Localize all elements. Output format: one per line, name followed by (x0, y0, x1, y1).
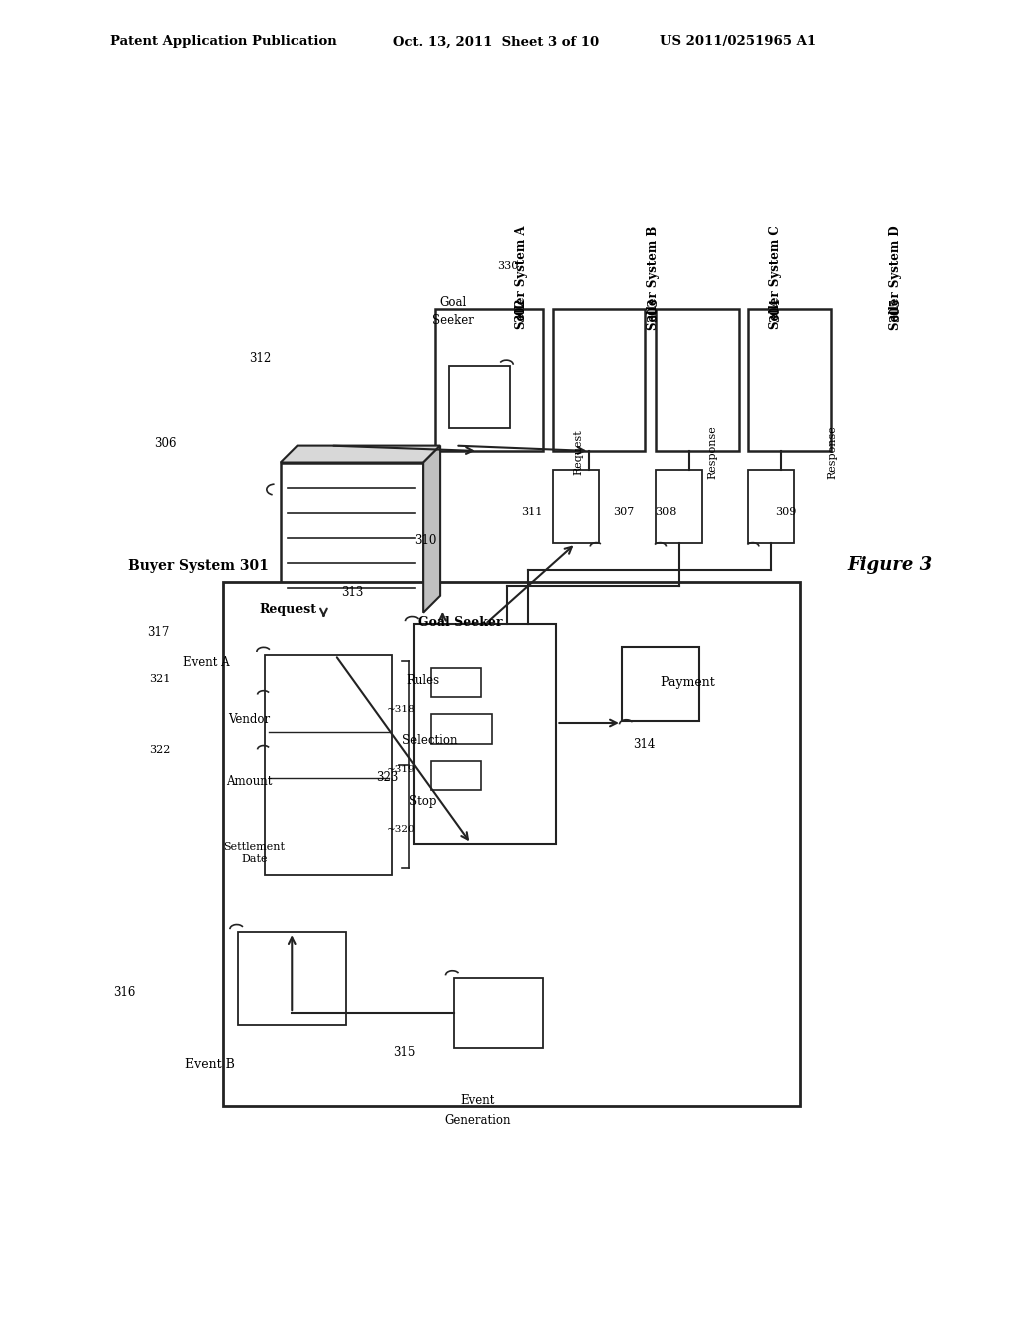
Text: Rules: Rules (406, 675, 439, 688)
Text: Amount: Amount (226, 775, 272, 788)
Polygon shape (423, 446, 440, 612)
Text: ~319: ~319 (387, 766, 416, 775)
Text: 317: 317 (147, 627, 170, 639)
Text: Settlement
Date: Settlement Date (223, 842, 286, 863)
Bar (622, 647, 698, 721)
Text: 311: 311 (521, 507, 543, 517)
Text: 308: 308 (655, 507, 677, 517)
Text: 304: 304 (769, 297, 782, 322)
Bar (285, 459, 427, 609)
Bar (239, 932, 346, 1024)
Text: 314: 314 (633, 738, 655, 751)
Bar (281, 462, 423, 612)
Text: Response: Response (707, 425, 717, 479)
Text: 313: 313 (341, 586, 362, 599)
Text: Generation: Generation (444, 1114, 511, 1126)
Text: 330: 330 (497, 261, 518, 271)
Text: Response: Response (827, 425, 837, 479)
Text: 321: 321 (148, 675, 170, 684)
Bar (553, 470, 599, 544)
Text: Patent Application Publication: Patent Application Publication (110, 36, 337, 49)
Text: US 2011/0251965 A1: US 2011/0251965 A1 (660, 36, 816, 49)
Text: Selection: Selection (402, 734, 458, 747)
Bar (435, 309, 543, 451)
Bar (454, 978, 543, 1048)
Bar (431, 668, 481, 697)
Text: 303: 303 (647, 297, 660, 322)
Text: Seeker: Seeker (432, 314, 474, 326)
Text: Goal Seeker: Goal Seeker (418, 616, 503, 630)
Bar (292, 451, 435, 601)
Text: Seller System D: Seller System D (890, 226, 902, 330)
Bar (655, 470, 701, 544)
Text: 309: 309 (775, 507, 797, 517)
Text: Seller System C: Seller System C (769, 226, 782, 330)
Bar (431, 714, 493, 743)
Text: 307: 307 (613, 507, 634, 517)
Polygon shape (281, 446, 440, 462)
Text: Payment: Payment (660, 676, 716, 689)
Text: Request: Request (573, 429, 583, 475)
Bar (223, 582, 801, 1106)
Text: Event A: Event A (183, 656, 229, 669)
Text: 316: 316 (113, 986, 135, 999)
Text: Vendor: Vendor (228, 713, 270, 726)
Bar (449, 367, 510, 428)
Text: 315: 315 (392, 1047, 415, 1060)
Text: ~318: ~318 (387, 705, 416, 714)
Text: Seller System B: Seller System B (647, 226, 660, 330)
Text: 322: 322 (148, 746, 170, 755)
Text: Event B: Event B (185, 1059, 234, 1072)
Text: Stop: Stop (409, 795, 436, 808)
Text: Goal: Goal (439, 296, 467, 309)
Text: 305: 305 (890, 297, 902, 322)
Bar (289, 455, 431, 605)
Text: Figure 3: Figure 3 (848, 556, 933, 574)
Bar (749, 309, 831, 451)
Text: 323: 323 (376, 771, 398, 784)
Text: Buyer System 301: Buyer System 301 (128, 558, 269, 573)
Text: Oct. 13, 2011  Sheet 3 of 10: Oct. 13, 2011 Sheet 3 of 10 (393, 36, 599, 49)
Bar (749, 470, 795, 544)
Text: Event: Event (461, 1093, 495, 1106)
Text: Request: Request (259, 603, 316, 616)
Bar (655, 309, 739, 451)
Bar (414, 624, 556, 843)
Text: 302: 302 (514, 297, 527, 322)
Text: ~320: ~320 (387, 825, 416, 834)
Text: Seller System A: Seller System A (514, 226, 527, 329)
Text: 306: 306 (155, 437, 177, 450)
Text: 312: 312 (249, 351, 271, 364)
Bar (265, 655, 392, 875)
Text: 310: 310 (414, 533, 436, 546)
Bar (553, 309, 645, 451)
Bar (431, 760, 481, 789)
